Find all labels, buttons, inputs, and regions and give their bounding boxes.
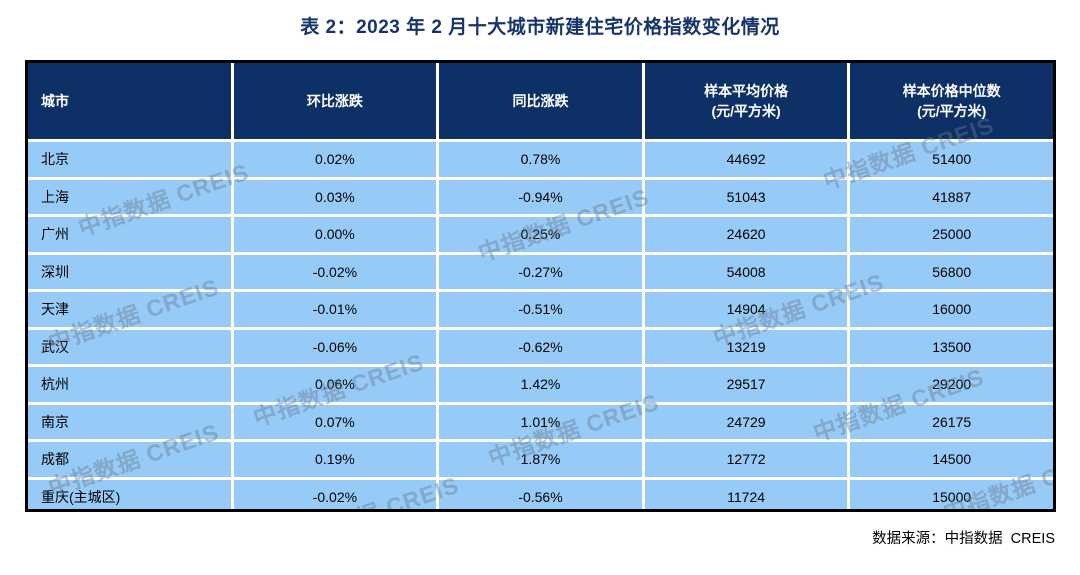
column-header-median-price: 样本价格中位数 (元/平方米) [850,63,1053,139]
cell-yoy: -0.27% [439,254,642,289]
cell-median-price: 51400 [850,142,1053,177]
cell-mom: 0.07% [233,404,437,439]
cell-city: 杭州 [28,367,231,402]
cell-median-price: 26175 [850,404,1053,439]
cell-avg-price: 44692 [644,142,848,177]
cell-yoy: -0.62% [439,329,642,364]
cell-median-price: 14500 [850,442,1053,477]
cell-mom: 0.06% [233,367,437,402]
cell-median-price: 13500 [850,329,1053,364]
cell-yoy: 0.78% [439,142,642,177]
cell-mom: -0.01% [233,292,437,327]
cell-avg-price: 24729 [644,404,848,439]
cell-mom: 0.02% [233,142,437,177]
cell-city: 上海 [28,179,231,214]
cell-mom: -0.02% [233,479,437,509]
cell-avg-price: 13219 [644,329,848,364]
cell-city: 深圳 [28,254,231,289]
cell-city: 天津 [28,292,231,327]
cell-yoy: -0.94% [439,179,642,214]
cell-avg-price: 29517 [644,367,848,402]
column-header-mom-change: 环比涨跌 [233,63,437,139]
cell-avg-price: 24620 [644,217,848,252]
cell-mom: 0.19% [233,442,437,477]
cell-median-price: 29200 [850,367,1053,402]
cell-yoy: 1.01% [439,404,642,439]
cell-city: 广州 [28,217,231,252]
cell-avg-price: 54008 [644,254,848,289]
cell-avg-price: 51043 [644,179,848,214]
cell-median-price: 56800 [850,254,1053,289]
column-header-yoy-change: 同比涨跌 [439,63,642,139]
cell-avg-price: 12772 [644,442,848,477]
cell-mom: 0.03% [233,179,437,214]
cell-city: 北京 [28,142,231,177]
table-grid: 城市 环比涨跌 同比涨跌 样本平均价格 (元/平方米) 样本价格中位数 (元/平… [28,63,1053,509]
cell-avg-price: 11724 [644,479,848,509]
cell-city: 南京 [28,404,231,439]
cell-median-price: 41887 [850,179,1053,214]
cell-yoy: -0.56% [439,479,642,509]
data-source-note: 数据来源：中指数据 CREIS [872,531,1055,547]
column-header-avg-price: 样本平均价格 (元/平方米) [644,63,848,139]
table-title: 表 2：2023 年 2 月十大城市新建住宅价格指数变化情况 [300,17,780,38]
cell-median-price: 15000 [850,479,1053,509]
cell-mom: 0.00% [233,217,437,252]
cell-yoy: 1.42% [439,367,642,402]
price-index-table: 城市 环比涨跌 同比涨跌 样本平均价格 (元/平方米) 样本价格中位数 (元/平… [25,60,1056,512]
cell-city: 成都 [28,442,231,477]
cell-yoy: 0.25% [439,217,642,252]
cell-city: 重庆(主城区) [28,479,231,509]
cell-mom: -0.06% [233,329,437,364]
cell-median-price: 25000 [850,217,1053,252]
cell-avg-price: 14904 [644,292,848,327]
cell-median-price: 16000 [850,292,1053,327]
column-header-city: 城市 [28,63,231,139]
cell-city: 武汉 [28,329,231,364]
cell-yoy: 1.87% [439,442,642,477]
cell-yoy: -0.51% [439,292,642,327]
cell-mom: -0.02% [233,254,437,289]
